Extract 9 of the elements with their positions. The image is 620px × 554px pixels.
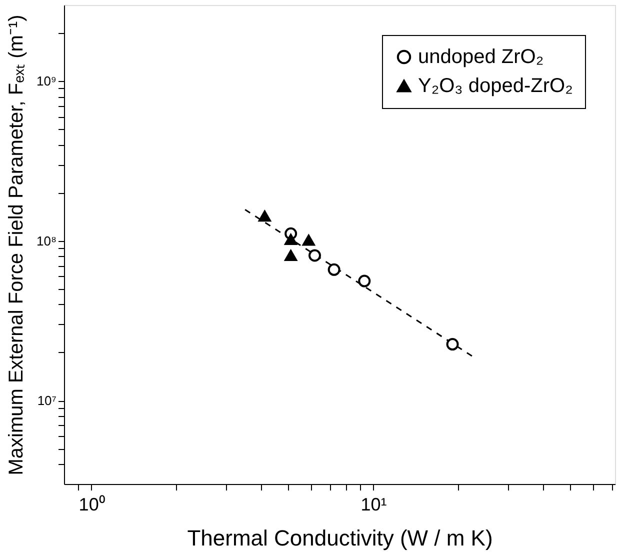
y-tick-label: 10⁸: [36, 233, 56, 248]
x-tick-label: 10¹: [360, 494, 387, 514]
x-tick-label: 10⁰: [78, 494, 105, 514]
legend-label: Y₂O₃ doped-ZrO₂: [418, 75, 573, 97]
y-tick-label: 10⁷: [37, 393, 57, 408]
legend-label: undoped ZrO₂: [418, 46, 544, 68]
x-axis-title: Thermal Conductivity (W / m K): [187, 526, 493, 550]
y-tick-label: 10⁹: [36, 74, 56, 89]
y-axis-title: Maximum External Force Field Parameter, Fₑₓₜ (m⁻¹): [5, 14, 28, 476]
